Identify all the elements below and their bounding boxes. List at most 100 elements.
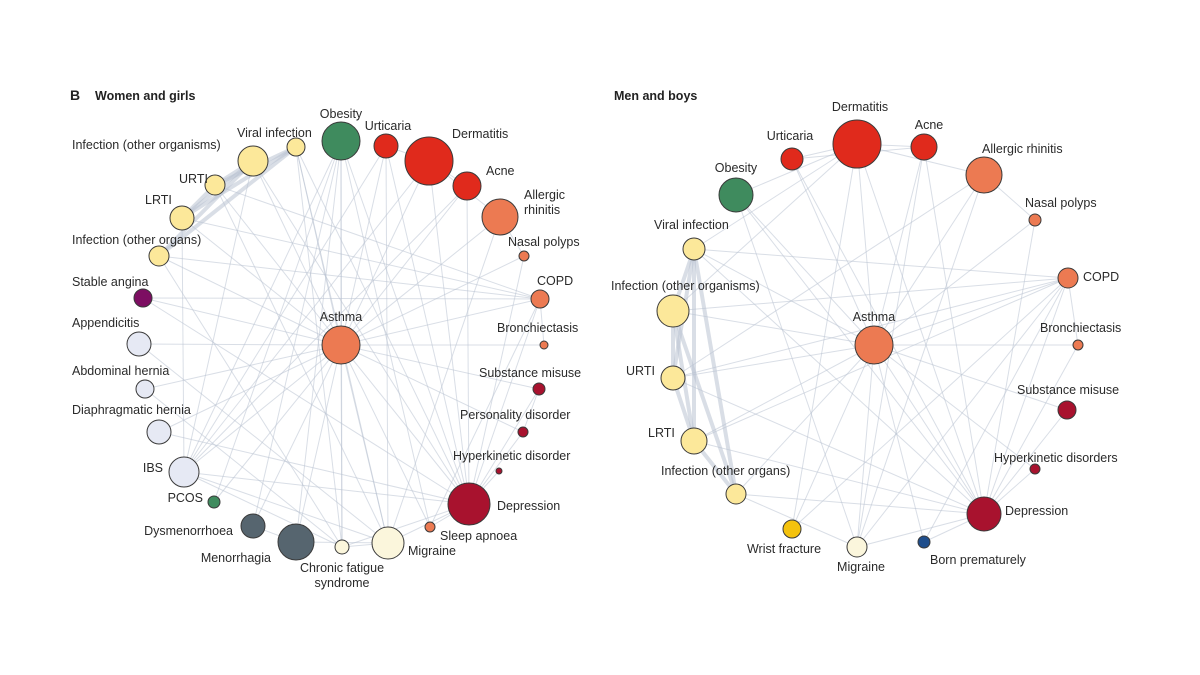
- node-label-line: Sleep apnoea: [440, 529, 517, 543]
- node-bronch[interactable]: [539, 340, 549, 350]
- node-hyperkinetic[interactable]: [1029, 463, 1041, 475]
- edge-asthma-append: [138, 343, 342, 346]
- edge-urti-copd: [214, 184, 541, 300]
- node-born[interactable]: [917, 535, 931, 549]
- edge-substance-depression: [983, 409, 1068, 515]
- node-diaphr[interactable]: [146, 419, 172, 445]
- node-acne[interactable]: [910, 133, 938, 161]
- edge-urticaria-depression: [385, 145, 470, 505]
- node-migraine[interactable]: [371, 526, 405, 560]
- node-label-nasal: Nasal polyps: [1025, 196, 1097, 210]
- node-label-line: Hyperkinetic disorder: [453, 449, 570, 463]
- node-label-line: Depression: [1005, 504, 1068, 518]
- edge-lrti-ibs: [181, 217, 185, 473]
- node-pcos[interactable]: [207, 495, 221, 509]
- edge-asthma-acne: [340, 185, 468, 346]
- node-lrti[interactable]: [169, 205, 195, 231]
- node-personality[interactable]: [517, 426, 529, 438]
- node-append[interactable]: [126, 331, 152, 357]
- node-dermatitis[interactable]: [404, 136, 454, 186]
- node-dysmen[interactable]: [240, 513, 266, 539]
- edge-allergic-migraine: [856, 174, 985, 548]
- node-label-obesity: Obesity: [320, 107, 363, 121]
- node-allergic[interactable]: [481, 198, 519, 236]
- edge-asthma-inforgs: [672, 310, 875, 346]
- node-label-append: Appendicitis: [72, 316, 139, 330]
- node-inforgs[interactable]: [656, 294, 690, 328]
- edge-copd-migraine: [856, 277, 1069, 548]
- node-label-line: Nasal polyps: [1025, 196, 1097, 210]
- node-obesity[interactable]: [718, 177, 754, 213]
- node-urticaria[interactable]: [780, 147, 804, 171]
- node-dermatitis[interactable]: [832, 119, 882, 169]
- edge-asthma-obesity: [735, 194, 875, 346]
- edge-asthma-wrist: [791, 344, 875, 530]
- node-asthma[interactable]: [854, 325, 894, 365]
- node-allergic[interactable]: [965, 156, 1003, 194]
- node-urticaria[interactable]: [373, 133, 399, 159]
- edge-cfs-depression: [341, 503, 470, 548]
- strong-edge-lrti-viral: [180, 145, 298, 220]
- node-sleep[interactable]: [424, 521, 436, 533]
- node-layer: [126, 121, 550, 561]
- node-label-urticaria: Urticaria: [767, 129, 814, 143]
- node-abdom[interactable]: [135, 379, 155, 399]
- node-label-copd: COPD: [537, 274, 573, 288]
- node-angina[interactable]: [133, 288, 153, 308]
- node-urti[interactable]: [660, 365, 686, 391]
- node-viral[interactable]: [682, 237, 706, 261]
- node-copd[interactable]: [1057, 267, 1079, 289]
- node-migraine[interactable]: [846, 536, 868, 558]
- node-nasal[interactable]: [518, 250, 530, 262]
- node-acne[interactable]: [452, 171, 482, 201]
- node-asthma[interactable]: [321, 325, 361, 365]
- node-label-line: Bronchiectasis: [497, 321, 578, 335]
- edge-asthma-inforgs: [252, 160, 342, 346]
- edge-allergic-migraine: [387, 216, 501, 544]
- node-hyperkinetic[interactable]: [495, 467, 503, 475]
- node-label-line: Diaphragmatic hernia: [72, 403, 191, 417]
- node-depression[interactable]: [966, 496, 1002, 532]
- node-urti[interactable]: [204, 174, 226, 196]
- node-label-dysmen: Dysmenorrhoea: [144, 524, 233, 538]
- node-ibs[interactable]: [168, 456, 200, 488]
- node-copd[interactable]: [530, 289, 550, 309]
- node-label-line: Born prematurely: [930, 553, 1027, 567]
- edge-asthma-personality: [340, 344, 524, 433]
- node-depression[interactable]: [447, 482, 491, 526]
- node-wrist[interactable]: [782, 519, 802, 539]
- node-substance[interactable]: [532, 382, 546, 396]
- node-label-line: Allergic rhinitis: [982, 142, 1063, 156]
- node-label-nasal: Nasal polyps: [508, 235, 580, 249]
- edge-asthma-migraine: [856, 344, 875, 548]
- node-lrti[interactable]: [680, 427, 708, 455]
- node-inforgs[interactable]: [237, 145, 269, 177]
- node-menorrhagia[interactable]: [277, 523, 315, 561]
- node-label-hyperkinetic: Hyperkinetic disorders: [994, 451, 1118, 465]
- node-substance[interactable]: [1057, 400, 1077, 420]
- edge-asthma-nasal: [873, 219, 1036, 346]
- edge-obesity-depression: [340, 140, 470, 505]
- node-cfs[interactable]: [334, 539, 350, 555]
- node-label-bronch: Bronchiectasis: [1040, 321, 1121, 335]
- edge-asthma-urti: [672, 344, 875, 379]
- node-label-angina: Stable angina: [72, 275, 149, 289]
- node-bronch[interactable]: [1072, 339, 1084, 351]
- node-label-line: Allergic: [524, 188, 565, 202]
- node-label-inforgans: Infection (other organs): [72, 233, 201, 247]
- strong-edge-inforgans-inforgs: [157, 159, 255, 258]
- edge-angina-depression: [142, 297, 470, 505]
- node-inforgans[interactable]: [148, 245, 170, 267]
- edge-inforgans-migraine: [735, 493, 858, 548]
- edge-asthma-copd: [340, 298, 541, 346]
- edge-acne-depression: [466, 185, 470, 505]
- node-nasal[interactable]: [1028, 213, 1042, 227]
- node-obesity[interactable]: [321, 121, 361, 161]
- node-viral[interactable]: [286, 137, 306, 157]
- node-label-abdom: Abdominal hernia: [72, 364, 169, 378]
- node-label-line: Menorrhagia: [201, 551, 271, 565]
- node-inforgans[interactable]: [725, 483, 747, 505]
- node-label-line: Depression: [497, 499, 560, 513]
- edge-migraine-depression: [856, 513, 985, 548]
